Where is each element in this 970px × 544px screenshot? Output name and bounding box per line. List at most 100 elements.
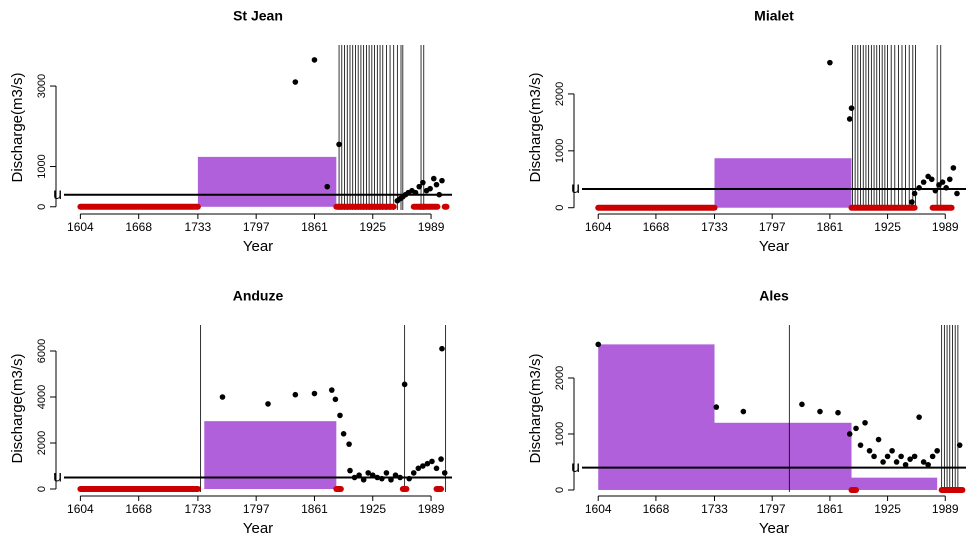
flood-point xyxy=(397,474,403,481)
flood-point xyxy=(920,179,927,185)
y-tick-label: 2000 xyxy=(554,366,566,390)
flood-point xyxy=(337,412,343,419)
flood-point xyxy=(439,177,445,184)
flood-point xyxy=(360,477,367,483)
flood-point xyxy=(356,472,362,479)
flood-point xyxy=(929,453,936,460)
flood-point xyxy=(875,436,882,443)
flood-point xyxy=(827,59,833,66)
x-tick-label: 1797 xyxy=(243,502,270,516)
x-tick-label: 1989 xyxy=(418,502,445,516)
flood-point xyxy=(374,474,381,481)
flood-point xyxy=(916,414,922,420)
flood-point xyxy=(740,408,747,415)
flood-point xyxy=(884,453,891,460)
flood-point xyxy=(351,474,358,481)
panel: Ales u 0 1000 2000 1604 1668 1733 1797 1861 1925 19… xyxy=(527,288,966,537)
x-tick-label: 1604 xyxy=(67,502,94,516)
x-tick-label: 1925 xyxy=(874,502,901,516)
flood-point xyxy=(439,345,445,352)
x-tick-label: 1797 xyxy=(759,502,786,516)
flood-point xyxy=(866,447,873,454)
flood-point xyxy=(799,401,805,408)
flood-point xyxy=(336,141,342,148)
x-tick-label: 1668 xyxy=(643,220,670,234)
x-tick-label: 1989 xyxy=(932,220,959,234)
panel-title: Anduze xyxy=(233,288,284,304)
flood-point xyxy=(424,460,431,467)
threshold-label: u xyxy=(53,469,62,486)
y-tick-label: 3000 xyxy=(36,74,48,98)
y-axis-label: Discharge(m3/s) xyxy=(527,72,544,182)
flood-point xyxy=(388,477,394,483)
x-tick-label: 1989 xyxy=(418,220,445,234)
x-axis-label: Year xyxy=(243,520,273,537)
flood-point xyxy=(954,190,960,197)
x-tick-label: 1733 xyxy=(701,502,728,516)
flood-point xyxy=(928,176,935,183)
flood-point xyxy=(311,57,318,63)
flood-point xyxy=(907,456,913,462)
panel-title: Mialet xyxy=(754,8,794,24)
flood-point xyxy=(893,459,900,465)
y-tick-label: 1000 xyxy=(554,422,566,446)
flood-point xyxy=(943,185,949,191)
flood-point xyxy=(911,190,918,197)
x-tick-label: 1733 xyxy=(185,220,212,234)
threshold-label: u xyxy=(53,186,62,203)
flood-point xyxy=(379,475,385,482)
flood-point xyxy=(436,191,443,198)
flood-point xyxy=(328,387,335,393)
flood-point xyxy=(934,447,940,454)
y-axis-label: Discharge(m3/s) xyxy=(9,353,26,463)
flood-point xyxy=(848,105,855,111)
flood-point xyxy=(939,179,946,185)
flood-point xyxy=(920,459,927,465)
x-axis-label: Year xyxy=(759,238,789,255)
y-tick-label: 1000 xyxy=(36,154,48,178)
x-tick-label: 1925 xyxy=(874,220,901,234)
flood-point xyxy=(438,456,444,462)
y-tick-label: 2000 xyxy=(554,82,566,106)
threshold-label: u xyxy=(571,180,580,197)
flood-point xyxy=(857,442,864,448)
panel-title: St Jean xyxy=(233,8,283,24)
x-tick-label: 1797 xyxy=(759,220,786,234)
y-tick-label: 0 xyxy=(554,487,566,493)
flood-point xyxy=(324,183,331,190)
flood-point xyxy=(365,470,372,476)
y-axis-label: Discharge(m3/s) xyxy=(9,72,26,182)
x-tick-label: 1925 xyxy=(359,502,386,516)
x-tick-label: 1989 xyxy=(932,502,959,516)
panel: St Jean u0 1000 3000 1604 1668 1733 1797 1861 192… xyxy=(9,8,452,255)
flood-point xyxy=(420,463,426,469)
flood-point xyxy=(880,459,886,465)
x-tick-label: 1604 xyxy=(585,220,612,234)
flood-point xyxy=(383,470,390,476)
panel-title: Ales xyxy=(759,288,789,304)
y-tick-label: 2000 xyxy=(36,431,48,455)
threshold-label: u xyxy=(571,459,580,476)
y-tick-label: 0 xyxy=(554,205,566,211)
perception-block xyxy=(714,422,852,490)
x-tick-label: 1861 xyxy=(817,502,844,516)
perception-block xyxy=(714,158,852,208)
panel: Mialet u 0 1000 2000 1604 1668 1733 1797 1861 1925… xyxy=(527,8,966,255)
x-tick-label: 1668 xyxy=(643,502,670,516)
x-tick-label: 1668 xyxy=(125,502,152,516)
flood-point xyxy=(862,419,868,426)
flood-point xyxy=(902,461,909,468)
y-tick-label: 0 xyxy=(36,204,48,210)
flood-point xyxy=(292,79,299,85)
flood-point xyxy=(392,472,399,479)
flood-point xyxy=(916,185,922,191)
perception-block xyxy=(598,344,715,490)
x-tick-label: 1861 xyxy=(817,220,844,234)
flood-point xyxy=(950,165,957,171)
flood-point xyxy=(925,461,931,468)
flood-point xyxy=(369,472,376,479)
flood-point xyxy=(817,408,823,415)
flood-point xyxy=(430,175,437,182)
x-tick-label: 1733 xyxy=(185,502,212,516)
flood-point xyxy=(909,199,915,205)
